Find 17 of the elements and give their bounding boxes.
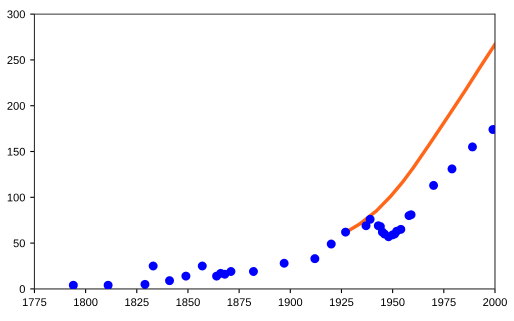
y-tick-label: 100 (8, 194, 25, 202)
x-tick-label: 1775 (22, 298, 46, 306)
x-tick-label: 1900 (278, 298, 302, 306)
x-tick-label: 1950 (381, 298, 405, 306)
y-tick-label: 200 (7, 102, 25, 110)
x-tick-label: 1825 (125, 298, 149, 306)
y-tick-label: 50 (13, 239, 25, 248)
x-tick-label: 1925 (330, 298, 354, 306)
y-tick-label: 150 (8, 148, 25, 156)
y-tick-label: 300 (7, 10, 25, 18)
y-tick-label: 250 (7, 56, 25, 64)
x-tick-label: 1875 (228, 298, 252, 306)
x-tick-label: 1975 (432, 298, 456, 306)
y-tick-label: 0 (20, 285, 25, 294)
x-tick-label: 1850 (176, 298, 200, 306)
x-tick-label: 1800 (74, 298, 98, 306)
x-tick-label: 2000 (483, 298, 507, 306)
